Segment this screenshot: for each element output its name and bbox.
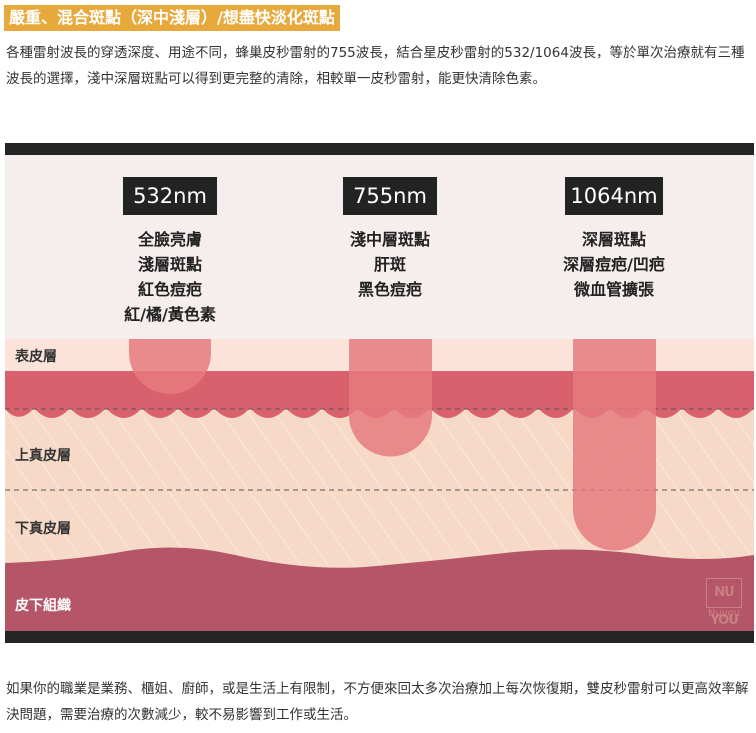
closing-paragraph: 如果你的職業是業務、櫃姐、廚師，或是生活上有限制，不方便來回太多次治療加上每次恢… bbox=[6, 681, 749, 723]
wavelength-label-755: 755nm bbox=[343, 177, 437, 215]
beam-1064 bbox=[573, 339, 656, 551]
uses-1064: 深層斑點 深層痘疤/凹疤 微血管擴張 bbox=[539, 227, 689, 302]
use-item: 黑色痘疤 bbox=[357, 280, 422, 299]
diagram-top-band bbox=[5, 143, 754, 155]
layer-label-subcutis: 皮下組織 bbox=[15, 598, 71, 614]
use-item: 紅/橘/黃色素 bbox=[124, 305, 216, 324]
use-item: 深層斑點 bbox=[581, 230, 646, 249]
subcutis-layer bbox=[5, 547, 754, 631]
layer-label-epidermis: 表皮層 bbox=[15, 349, 57, 365]
brand-logo: NU YOU Nuyou bbox=[706, 578, 742, 628]
skin-layers-illustration bbox=[5, 339, 754, 631]
use-item: 微血管擴張 bbox=[573, 280, 654, 299]
use-item: 全臉亮膚 bbox=[137, 230, 202, 249]
beam-755 bbox=[348, 339, 432, 457]
beam-532 bbox=[129, 339, 211, 394]
uses-755: 淺中層斑點 肝斑 黑色痘疤 bbox=[320, 227, 460, 302]
use-item: 肝斑 bbox=[373, 255, 406, 274]
use-item: 淺中層斑點 bbox=[349, 230, 430, 249]
use-item: 淺層斑點 bbox=[137, 255, 202, 274]
logo-mark: NU YOU bbox=[706, 578, 742, 628]
intro-paragraph: 各種雷射波長的穿透深度、用途不同，蜂巢皮秒雷射的755波長，結合星皮秒雷射的53… bbox=[6, 45, 745, 87]
layer-label-lower-dermis: 下真皮層 bbox=[15, 521, 71, 537]
diagram-bottom-band bbox=[5, 631, 754, 643]
uses-532: 全臉亮膚 淺層斑點 紅色痘疤 紅/橘/黃色素 bbox=[100, 227, 240, 327]
use-item: 深層痘疤/凹疤 bbox=[563, 255, 665, 274]
use-item: 紅色痘疤 bbox=[137, 280, 202, 299]
laser-depth-diagram: 532nm 755nm 1064nm 全臉亮膚 淺層斑點 紅色痘疤 紅/橘/黃色… bbox=[5, 143, 754, 643]
logo-text: Nuyou bbox=[707, 608, 741, 619]
section-heading: 嚴重、混合斑點（深中淺層）/想盡快淡化斑點 bbox=[4, 5, 340, 31]
layer-label-upper-dermis: 上真皮層 bbox=[15, 448, 71, 464]
wavelength-label-532: 532nm bbox=[123, 177, 217, 215]
wavelength-label-1064: 1064nm bbox=[565, 177, 663, 215]
